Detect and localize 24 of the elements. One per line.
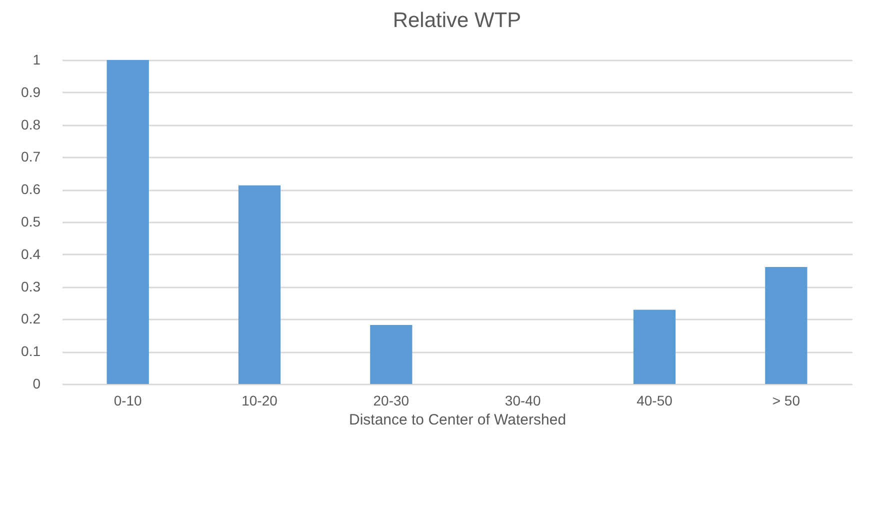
- y-tick-label: 0.3: [21, 278, 41, 294]
- chart-title: Relative WTP: [392, 9, 522, 32]
- x-tick-label: > 50: [772, 392, 800, 408]
- x-axis-title: Distance to Center of Watershed: [348, 412, 566, 428]
- y-tick-label: 0.6: [21, 181, 41, 198]
- y-tick-label: 0.4: [21, 246, 41, 262]
- y-tick-label: 0.2: [21, 310, 41, 327]
- bar: [633, 310, 676, 384]
- x-tick-label: 30-40: [504, 392, 541, 408]
- y-tick-label: 0: [32, 376, 41, 392]
- bar: [238, 185, 281, 384]
- y-tick-label: 0.9: [21, 84, 41, 100]
- x-tick-label: 40-50: [636, 392, 673, 408]
- bar: [106, 60, 149, 384]
- x-tick-label: 10-20: [242, 392, 278, 408]
- y-tick-label: 0.7: [21, 148, 41, 165]
- x-tick-label: 20-30: [373, 392, 410, 408]
- x-tick-label: 0-10: [114, 392, 142, 408]
- bar: [370, 325, 412, 384]
- y-tick-label: 1: [32, 52, 41, 68]
- bar: [765, 267, 808, 384]
- y-tick-label: 0.1: [21, 343, 41, 360]
- y-tick-label: 0.5: [21, 214, 41, 230]
- y-tick-label: 0.8: [21, 116, 41, 132]
